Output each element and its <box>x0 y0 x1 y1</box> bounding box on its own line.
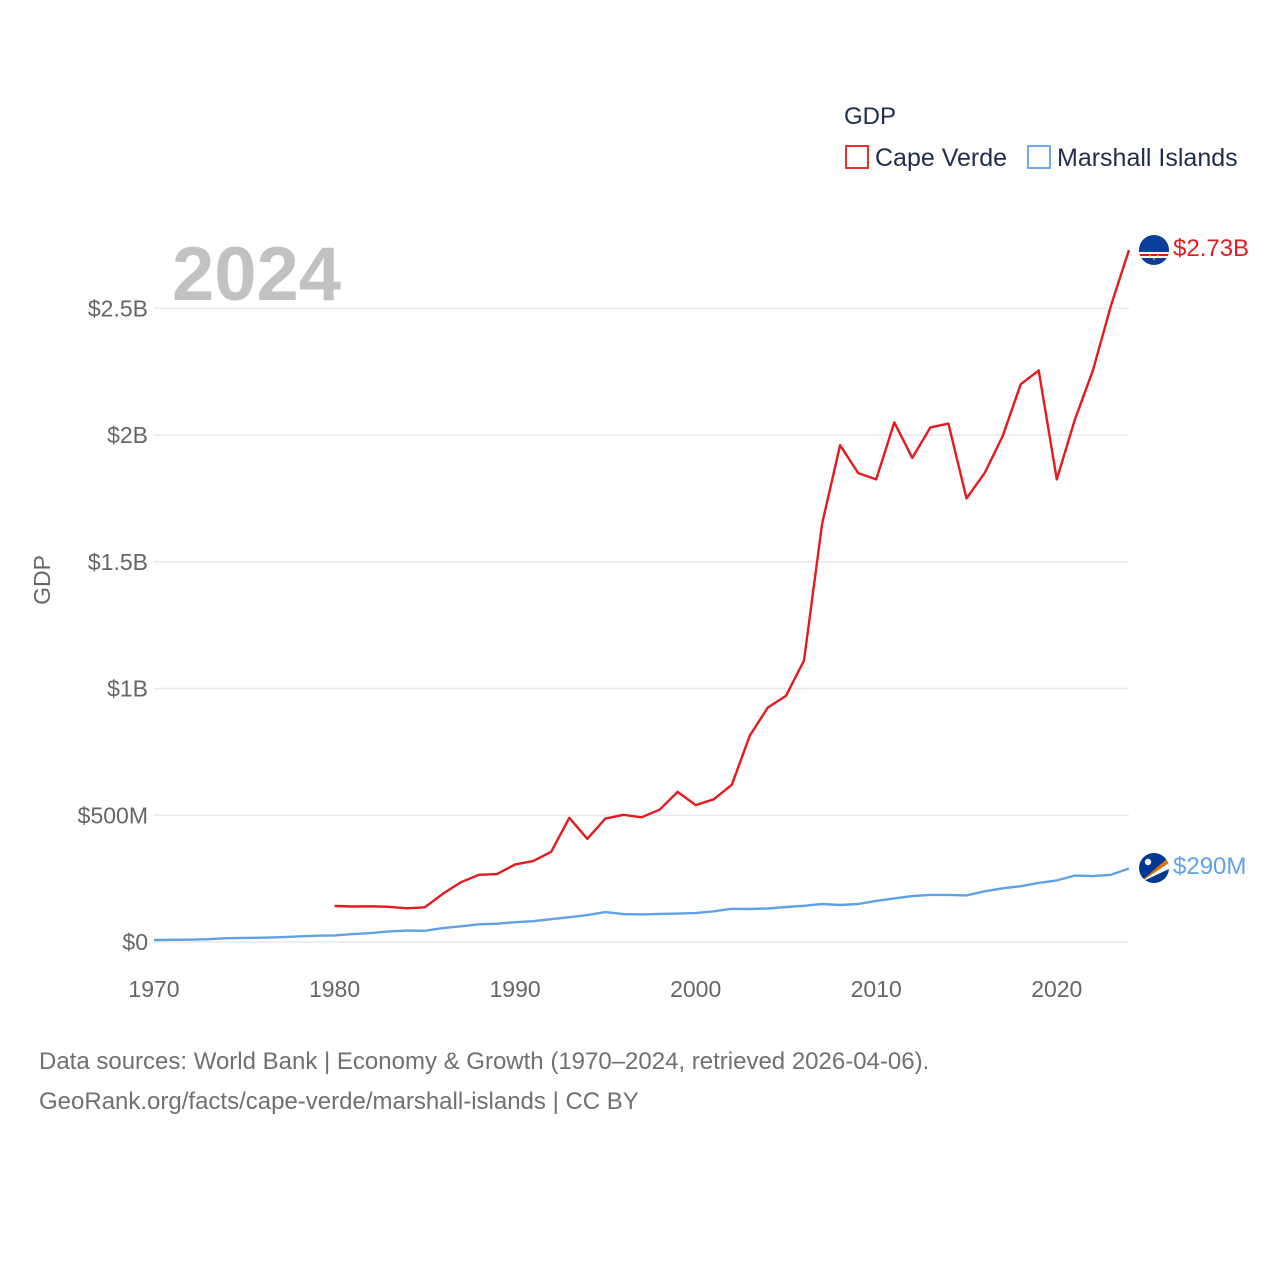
y-tick-label: $1.5B <box>88 549 148 575</box>
x-axis-ticks: 1970 1980 1990 2000 2010 2020 <box>128 976 1082 1002</box>
legend-swatch-cape-verde[interactable] <box>845 145 869 169</box>
x-tick-label: 2020 <box>1031 976 1082 1002</box>
y-tick-label: $1B <box>107 676 148 702</box>
gridlines <box>154 307 1129 943</box>
series-line-cape-verde <box>334 249 1131 910</box>
x-tick-label: 2000 <box>670 976 721 1002</box>
series-lines <box>153 249 1131 942</box>
data-source-note: Data sources: World Bank | Economy & Gro… <box>39 1042 929 1122</box>
y-tick-label: $500M <box>78 802 148 828</box>
legend-swatch-marshall-islands[interactable] <box>1027 145 1051 169</box>
series-line-marshall-islands <box>153 867 1130 942</box>
y-axis-ticks: $0 $500M $1B $1.5B $2B $2.5B <box>78 295 148 955</box>
source-line-1: Data sources: World Bank | Economy & Gro… <box>39 1048 930 1075</box>
legend-label-marshall-islands[interactable]: Marshall Islands <box>1057 144 1238 172</box>
end-label-cape-verde: $2.73B <box>1173 235 1249 262</box>
y-axis-title: GDP <box>29 555 55 605</box>
legend-title: GDP <box>844 103 896 130</box>
year-label: 2024 <box>172 232 341 317</box>
y-tick-label: $2.5B <box>88 295 148 321</box>
legend[interactable]: GDP Cape Verde Marshall Islands <box>844 103 1238 172</box>
marshall-islands-flag-icon <box>1139 853 1169 883</box>
y-tick-label: $2B <box>107 422 148 448</box>
x-tick-label: 1980 <box>309 976 360 1002</box>
y-tick-label: $0 <box>122 929 148 955</box>
x-tick-label: 1990 <box>490 976 541 1002</box>
cape-verde-flag-icon <box>1139 235 1169 265</box>
legend-label-cape-verde[interactable]: Cape Verde <box>875 144 1007 172</box>
source-line-2[interactable]: GeoRank.org/facts/cape-verde/marshall-is… <box>39 1088 639 1115</box>
x-tick-label: 2010 <box>851 976 902 1002</box>
end-label-marshall-islands: $290M <box>1173 853 1246 880</box>
x-tick-label: 1970 <box>128 976 179 1002</box>
